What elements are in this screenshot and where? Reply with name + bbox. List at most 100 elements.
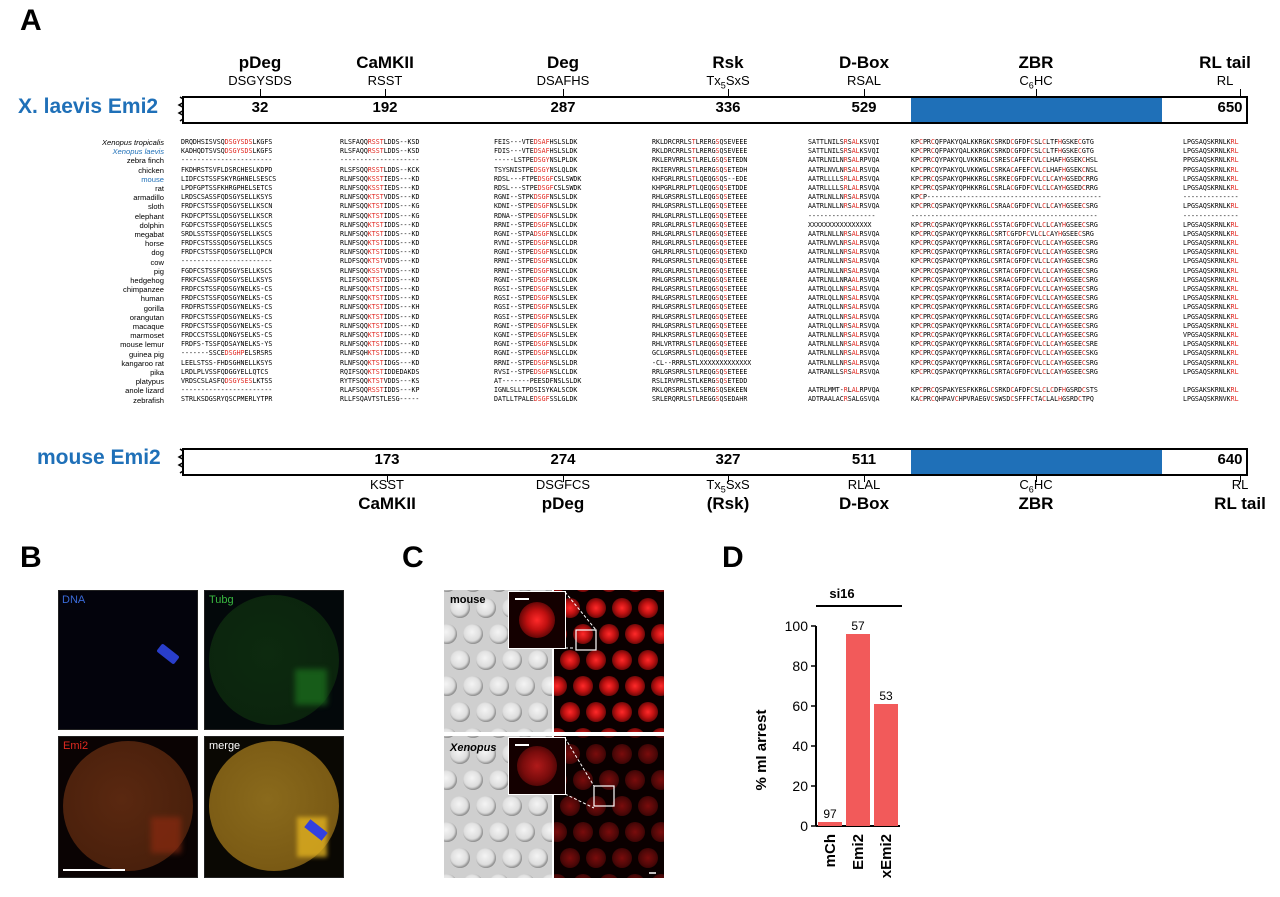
alignment-row: -CL--RRRLSTLXXXXXXXXXXXXX <box>652 358 752 367</box>
alignment-row: RHLKRSRRLSTLREQGSQSETEEE <box>652 330 748 339</box>
fluorescent-oocyte <box>586 650 606 670</box>
domain-name-camkii: CaMKII <box>358 494 416 513</box>
micrograph-label-emi2: Emi2 <box>63 740 89 752</box>
domain-pos-rltail: 650 <box>1217 99 1243 116</box>
oocyte-dic <box>476 702 496 722</box>
domain-pos-rsk: 336 <box>715 99 741 116</box>
alignment-row: LPDFGPTSSFKHRGPHELSETCS <box>181 183 273 192</box>
chart-y-axis-label: % mI arrest <box>753 710 770 791</box>
alignment-row: ----------------- <box>808 211 876 220</box>
oocyte-dic <box>444 590 457 592</box>
fluorescent-oocyte <box>554 676 567 696</box>
fluorescent-oocyte <box>599 736 619 738</box>
alignment-row: RGNI--STPADSGFNSLCLDK <box>494 229 578 238</box>
domain-tick <box>1036 475 1037 482</box>
alignment-row <box>1183 377 1239 386</box>
fluorescent-oocyte <box>554 822 567 842</box>
domain-name-rsk: (Rsk) <box>706 494 750 513</box>
alignment-row: FKDHRSTSVFLDSRCHESLKDPD <box>181 165 273 174</box>
alignment-row: LPGSAQSKRNVKRL <box>1183 395 1239 404</box>
micrograph-label-tubg: Tubg <box>209 594 234 606</box>
species-name: rat <box>155 184 164 194</box>
domain-name-dbox: D-Box <box>838 53 890 72</box>
alignment-row: AATRLNVLNRSALRSVQA <box>808 165 880 174</box>
alignment-row: RHLGRSRRLSTLREQGSQSETEEE <box>652 321 748 330</box>
micrograph-mouse-fluorescence <box>554 590 664 732</box>
species-name: macaque <box>132 322 164 332</box>
oocyte-dic <box>502 848 522 868</box>
alignment-block-rsk: RKLDRCRRLSTLRERGSQSEVEEE RKLDRCRRLSTLRERG… <box>652 138 751 404</box>
fluorescent-oocyte <box>599 728 619 732</box>
oocyte-dic <box>450 650 470 670</box>
alignment-row: RYTFSQQKTSTVDDS---KS <box>340 376 420 385</box>
alignment-row: KGNI--STPEDSGFNSLSLEK <box>494 330 578 339</box>
alignment-row: LPGSAQSKRNLKRL <box>1183 294 1239 303</box>
scale-bar <box>63 869 125 871</box>
alignment-row: RRNI--STPEDSGFNSLCLDK <box>494 257 578 266</box>
fluorescent-oocyte <box>651 728 664 732</box>
alignment-row: RLNFSQQKTSTIDDS---KD <box>340 220 420 229</box>
species-name: pika <box>150 368 164 378</box>
alignment-row: RLIFSQQKTSTIDDS---KD <box>340 275 420 284</box>
y-tick-label: 0 <box>800 818 808 834</box>
domain-tick <box>563 475 564 482</box>
fluorescent-oocyte <box>573 676 593 696</box>
fluorescent-oocyte <box>625 728 645 732</box>
oocyte-dic <box>502 796 522 816</box>
alignment-row: RGSI--STPEDSGFNSLSLEK <box>494 303 578 312</box>
y-tick-label: 100 <box>785 618 809 634</box>
alignment-row: SATTLNILSRSALKSVQI <box>808 138 880 146</box>
domain-motif-pdeg: DSGYSDS <box>228 73 292 88</box>
species-name: platypus <box>135 377 164 387</box>
spindle-signal <box>151 817 181 853</box>
alignment-row: FGDFCSTSSFQDSGYSELLKSCS <box>181 266 273 275</box>
alignment-row: RVSI--STPEDSGFNSLCLDK <box>494 367 578 376</box>
alignment-row: RRLGRLRRLSTLREQGSQSETEEE <box>652 220 748 229</box>
alignment-row: FRDFCSTSSFQDSGYNELKS-CS <box>181 321 273 330</box>
alignment-row: RLNFSQQKSSTVDDS---KD <box>340 266 420 275</box>
micrograph-tubg: Tubg <box>204 590 344 730</box>
alignment-row: LPGSAQSKRNLKRL <box>1183 358 1239 367</box>
domain-pos-camkii: 192 <box>372 99 398 116</box>
alignment-row: XXXXXXXXXXXXXXXX <box>808 220 872 229</box>
alignment-row: -------------- <box>1183 193 1239 202</box>
alignment-row: RRNI--STPEDSGFNSLSLDR <box>494 358 578 367</box>
alignment-row: -----LSTPEDSGYNSLPLDK <box>494 156 578 165</box>
alignment-row: KPCPRCQSPAKYQPHKKRGLCSRKECGFDFCVLCLCAYHG… <box>911 174 1098 183</box>
domain-name-dbox: D-Box <box>838 494 890 513</box>
domain-motif-rsk: Tx5SxS <box>706 477 750 495</box>
alignment-row: LPGSAQSKRNLKRL <box>1183 248 1239 257</box>
alignment-row: AATRLQLLNRSALRSVQA <box>808 294 880 303</box>
alignment-row: RLNFSQQKTSTIDDS---KD <box>340 294 420 303</box>
alignment-row: RLNFSQHKTSTIDDS---KD <box>340 349 420 358</box>
fluorescent-oocyte <box>651 770 664 790</box>
alignment-row: RLSFAQQRSSTLDDS--KSD <box>340 138 420 146</box>
alignment-row: KPCPRCQFPAKYQALKKRGKCSRKDCGFDFCSLCLTFHGS… <box>911 147 1094 156</box>
alignment-row: SATTLNILSRSALKSVQI <box>808 147 880 156</box>
alignment-species-list: Xenopus tropicalis Xenopus laevis zebra fi… <box>40 138 164 405</box>
alignment-row: RGSI--STPEDSGFNSLSLEK <box>494 294 578 303</box>
alignment-row: RRLGRLRRLSTLREQGSQSETEEE <box>652 266 748 275</box>
chart-title: si16 <box>829 586 854 601</box>
oocyte-dic <box>444 770 457 790</box>
oocyte-dic <box>476 848 496 868</box>
fluorescent-oocyte <box>625 736 645 738</box>
bar-label: 57 <box>851 619 865 633</box>
spindle-signal <box>295 669 327 705</box>
fluorescent-oocyte <box>573 736 593 738</box>
alignment-row: RLNFSQQKTSTIDDS---KD <box>340 229 420 238</box>
domain-name-camkii: CaMKII <box>356 53 414 72</box>
oocyte-dic <box>463 676 483 696</box>
alignment-row: RDSL---STPEDSGFCSLSWDK <box>494 183 582 192</box>
alignment-row: AATRLQLLNRSALRSVQA <box>808 321 880 330</box>
alignment-row: KPCPRCQSPAKYQPYKKRGLCSRTACGFDFCVLCLCAYHG… <box>911 340 1098 349</box>
alignment-row: RLNFSQQKTSTIDDS---KD <box>340 330 420 339</box>
domain-motif-dbox: RSAL <box>847 73 881 88</box>
alignment-row: LPGSAQSKRNLKRL <box>1183 174 1239 183</box>
fluorescent-oocyte <box>560 702 580 722</box>
bar-label: 53 <box>879 689 893 703</box>
alignment-row: AATRLNLLNRAALRSVQA <box>808 275 880 284</box>
fluorescent-oocyte <box>586 744 606 764</box>
chromosome-spot <box>156 643 180 665</box>
alignment-row: RLNFSQQKTSTIDDS---KD <box>340 321 420 330</box>
